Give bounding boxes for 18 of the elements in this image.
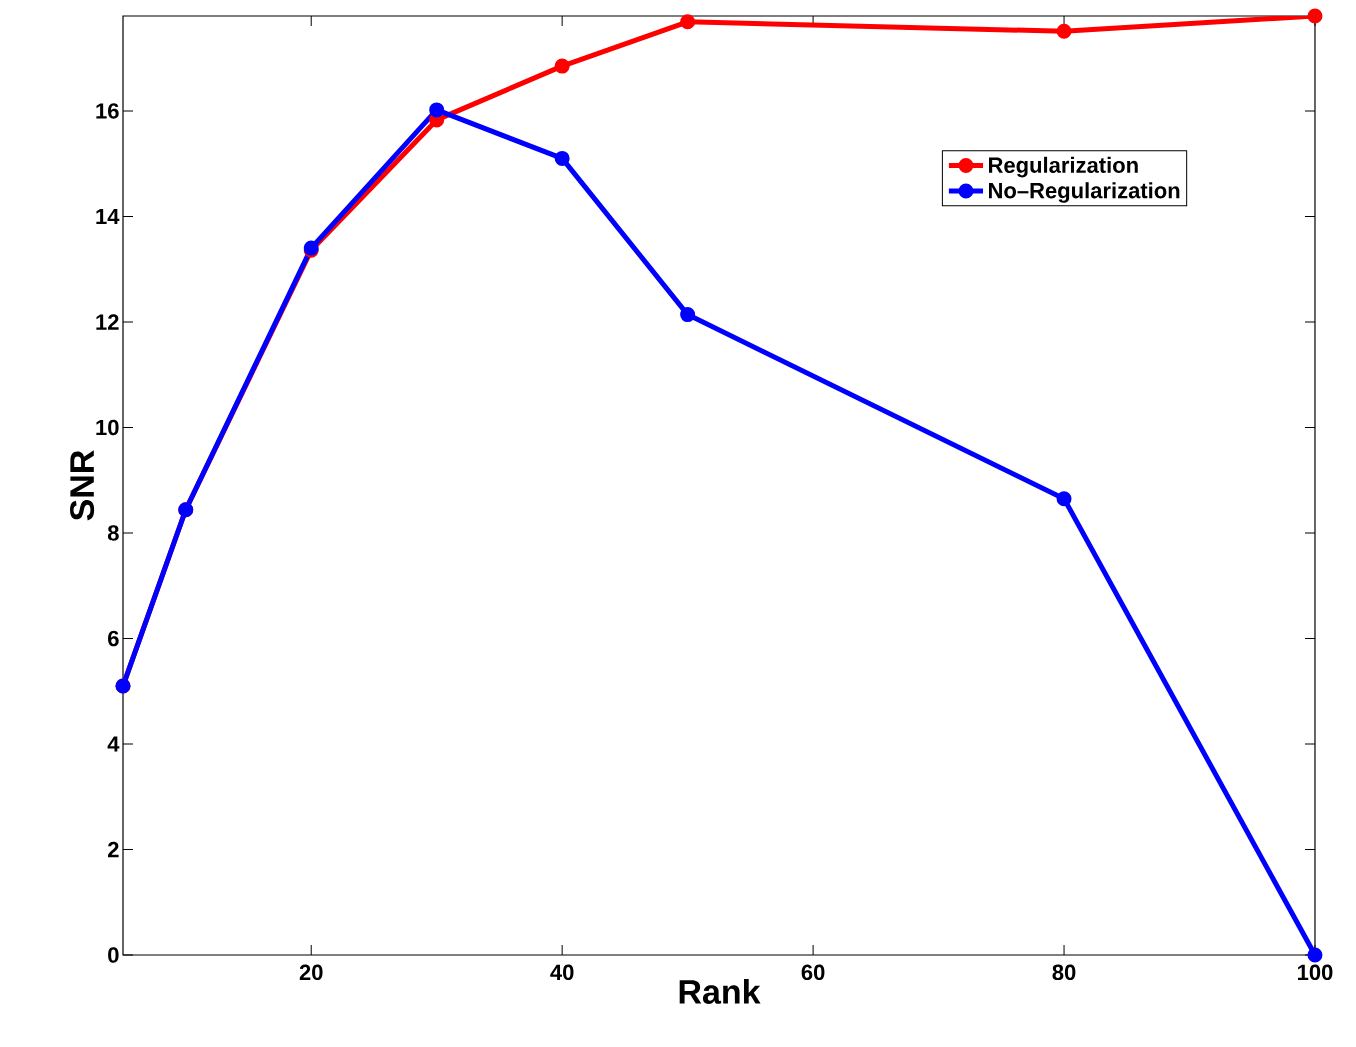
x-tick-label: 20 <box>299 964 323 981</box>
y-tick-label: 12 <box>96 314 119 330</box>
legend-label: No–Regularization <box>989 182 1180 203</box>
y-tick-label: 2 <box>108 841 119 858</box>
y-axis-title: SNR <box>70 450 95 521</box>
y-tick-label: 4 <box>107 736 120 752</box>
y-tick-label: 6 <box>108 630 119 647</box>
x-tick-label: 100 <box>1298 964 1333 981</box>
x-tick-label: 80 <box>1052 964 1076 981</box>
y-tick-label: 8 <box>107 525 119 541</box>
y-tick-label: 14 <box>96 208 120 225</box>
y-tick-label: 16 <box>96 103 119 119</box>
y-tick-label: 0 <box>108 947 119 963</box>
y-tick-label: 10 <box>96 419 119 436</box>
x-axis-title: Rank <box>679 978 761 1004</box>
x-tick-label: 40 <box>550 964 574 981</box>
x-tick-label: 60 <box>801 964 825 981</box>
legend-label: Regularization <box>989 156 1138 178</box>
